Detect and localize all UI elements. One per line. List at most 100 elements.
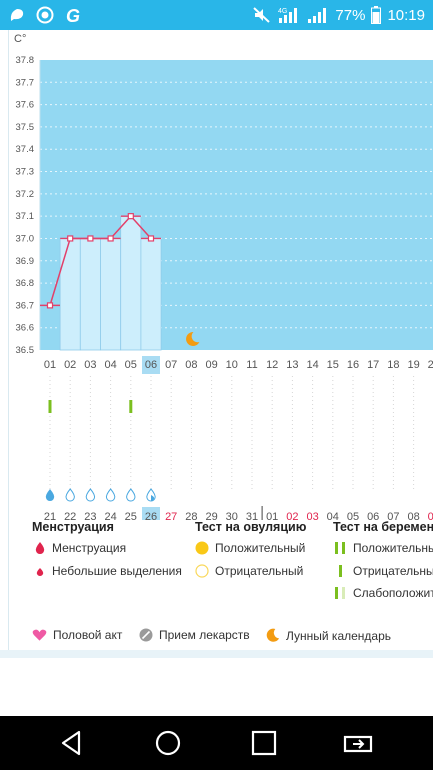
- cycle-day-label: 17: [367, 359, 379, 371]
- temperature-point[interactable]: [127, 213, 134, 220]
- cycle-day-label: 15: [327, 359, 339, 371]
- legend-preg-negative-label: Отрицательный: [353, 564, 433, 578]
- legend-ovu-negative-label: Отрицательный: [215, 564, 304, 578]
- legend-menstruation-label: Менструация: [52, 541, 127, 555]
- temperature-point[interactable]: [147, 235, 155, 242]
- pregnancy-negative-icon: [339, 565, 342, 577]
- y-tick-label: 37.2: [16, 189, 35, 200]
- drop-filled-icon: [45, 489, 55, 501]
- cycle-day-label: 18: [387, 359, 399, 371]
- legend-preg-positive-label: Положительный: [353, 541, 433, 555]
- svg-text:G: G: [66, 6, 80, 24]
- y-tick-label: 37.0: [16, 233, 35, 244]
- battery-percent: 77%: [335, 6, 366, 24]
- moon-icon: [266, 628, 280, 642]
- cycle-day-label: 16: [347, 359, 359, 371]
- legend-medication-row: Прием лекарств: [139, 628, 250, 642]
- back-icon[interactable]: [57, 728, 87, 758]
- y-tick-label: 36.7: [16, 300, 35, 311]
- legend: Менструация Менструация Небольшие выделе…: [32, 520, 433, 643]
- cycle-day-label: 13: [286, 359, 298, 371]
- cycle-day-label: 06: [145, 359, 157, 371]
- battery-icon: [371, 6, 382, 24]
- temperature-point[interactable]: [67, 235, 74, 242]
- y-tick-label: 36.5: [16, 345, 35, 356]
- temperature-chart[interactable]: C° 37.8 37.7 37.6 37.5 37.4 37.3 37.2 37.1 37.0 36…: [0, 30, 433, 520]
- temperature-point[interactable]: [107, 235, 114, 242]
- network-label: 4G: [278, 8, 287, 15]
- calendar-date-label: 22: [64, 511, 76, 520]
- status-bar: G 4G 77% 10:19: [0, 0, 433, 30]
- pill-icon: [139, 628, 153, 642]
- recents-icon[interactable]: [249, 728, 279, 758]
- calendar-date-label: 30: [226, 511, 238, 520]
- today-highlight: [142, 507, 160, 520]
- calendar-date-label: 02: [286, 511, 298, 520]
- card-bottom-border: [0, 650, 433, 658]
- moon-icon: [186, 331, 200, 346]
- legend-light-label: Небольшие выделения: [52, 564, 182, 578]
- legend-intercourse-row: Половой акт: [32, 628, 122, 642]
- nav-bar: [0, 716, 433, 770]
- y-tick-label: 37.8: [16, 55, 35, 66]
- cycle-day-label: 05: [125, 359, 137, 371]
- legend-ovu-positive-row: Положительный: [195, 541, 305, 555]
- screen-switch-icon[interactable]: [343, 728, 373, 758]
- calendar-date-label: 24: [104, 511, 116, 520]
- y-tick-label: 37.3: [16, 167, 35, 178]
- y-tick-label: 36.6: [16, 323, 35, 334]
- small-drop-icon: [36, 568, 44, 576]
- pregnancy-weak-icon: [335, 587, 345, 599]
- calendar-date-label: 09: [428, 511, 433, 520]
- y-tick-label: 37.1: [16, 211, 35, 222]
- calendar-date-label: 21: [44, 511, 56, 520]
- pregnancy-test-mark: [129, 400, 133, 413]
- chart-unit-label: C°: [14, 33, 26, 45]
- cycle-day-label: 01: [44, 359, 56, 371]
- legend-menstruation-row: Менструация: [34, 541, 126, 555]
- legend-moon-row: Лунный календарь: [265, 628, 391, 643]
- drop-outline-icon: [85, 488, 96, 502]
- cycle-day-label: 07: [165, 359, 177, 371]
- bubble-icon: [10, 9, 24, 21]
- calendar-date-label: 23: [84, 511, 96, 520]
- drop-icon: [35, 542, 45, 554]
- legend-preg-weak-row: Слабоположите: [333, 586, 433, 600]
- temperature-line: [49, 215, 152, 306]
- y-tick-label: 36.8: [16, 278, 35, 289]
- calendar-date-label: 28: [185, 511, 197, 520]
- home-icon[interactable]: [153, 728, 183, 758]
- drop-outline-icon: [65, 488, 75, 502]
- temperature-point[interactable]: [46, 302, 54, 309]
- legend-preg-weak-label: Слабоположите: [353, 586, 433, 600]
- legend-menstruation-title: Менструация: [32, 520, 114, 534]
- calendar-date-label: 27: [165, 511, 177, 520]
- clock: 10:19: [387, 6, 425, 24]
- temperature-point[interactable]: [87, 235, 94, 242]
- signal-bars-icon: [308, 8, 327, 23]
- g-app-icon: G: [66, 6, 80, 24]
- legend-ovu-positive-label: Положительный: [215, 541, 306, 555]
- cycle-day-label: 12: [266, 359, 278, 371]
- calendar-date-label: 29: [205, 511, 217, 520]
- legend-pregnancy-title: Тест на беременно: [333, 520, 433, 534]
- pregnancy-positive-icon: [335, 542, 345, 554]
- y-tick-label: 37.5: [16, 122, 35, 133]
- cycle-day-label: 11: [246, 359, 257, 371]
- y-tick-label: 37.7: [16, 77, 35, 88]
- cycle-day-label: 10: [226, 359, 238, 371]
- calendar-date-label: 01: [266, 511, 278, 520]
- cycle-day-label: 03: [84, 359, 96, 371]
- cycle-day-label: 14: [306, 359, 318, 371]
- ovulation-positive-icon: [195, 541, 209, 555]
- legend-light-row: Небольшие выделения: [34, 564, 182, 578]
- calendar-date-label: 31: [246, 511, 258, 520]
- legend-preg-negative-row: Отрицательный: [333, 564, 433, 578]
- legend-ovu-negative-row: Отрицательный: [195, 564, 303, 578]
- cycle-day-label: 19: [407, 359, 419, 371]
- calendar-date-label: 08: [407, 511, 419, 520]
- cycle-day-label: 20: [428, 359, 433, 371]
- calendar-date-label: 04: [327, 511, 339, 520]
- calendar-date-label: 03: [306, 511, 318, 520]
- calendar-date-label: 26: [145, 511, 157, 520]
